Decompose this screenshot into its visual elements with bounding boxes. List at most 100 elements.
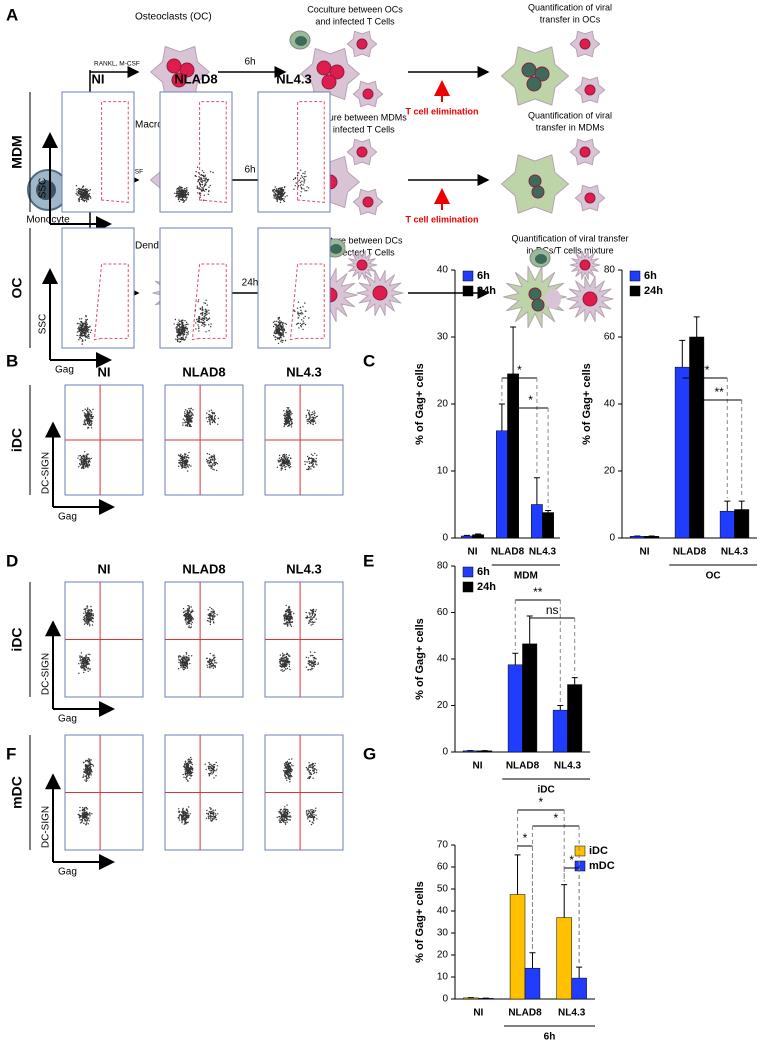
event-dot <box>216 470 217 471</box>
event-dot <box>199 316 200 317</box>
event-dot <box>189 606 190 607</box>
event-dot <box>314 417 315 418</box>
event-dot <box>79 335 80 336</box>
event-dot <box>86 814 87 815</box>
event-dot <box>197 188 198 189</box>
event-dot <box>78 663 79 664</box>
event-dot <box>78 190 79 191</box>
event-dot <box>84 624 85 625</box>
event-dot <box>184 460 185 461</box>
event-dot <box>188 765 189 766</box>
event-dot <box>303 317 304 318</box>
event-dot <box>190 426 191 427</box>
event-dot <box>284 657 285 658</box>
event-dot <box>287 809 288 810</box>
nucleus <box>522 63 536 77</box>
event-dot <box>284 413 285 414</box>
event-dot <box>307 423 308 424</box>
bar <box>461 536 472 538</box>
event-dot <box>203 180 204 181</box>
event-dot <box>186 334 187 335</box>
axis-label: Gag <box>55 365 74 376</box>
event-dot <box>179 190 180 191</box>
quantification-text: transfer in MDMs <box>536 122 605 132</box>
event-dot <box>81 326 82 327</box>
event-dot <box>208 762 209 763</box>
event-dot <box>79 337 80 338</box>
event-dot <box>213 668 214 669</box>
nucleus <box>529 175 541 187</box>
event-dot <box>292 622 293 623</box>
event-dot <box>306 667 307 668</box>
event-dot <box>306 612 307 613</box>
event-dot <box>312 765 313 766</box>
event-dot <box>186 778 187 779</box>
event-dot <box>82 458 83 459</box>
significance: * <box>517 363 522 377</box>
event-dot <box>285 196 286 197</box>
legend-label: iDC <box>589 845 608 857</box>
event-dot <box>275 333 276 334</box>
x-tick-label: NLAD8 <box>506 761 540 772</box>
event-dot <box>215 770 216 771</box>
event-dot <box>198 172 199 173</box>
event-dot <box>78 192 79 193</box>
event-dot <box>79 463 80 464</box>
event-dot <box>211 455 212 456</box>
event-dot <box>82 323 83 324</box>
event-dot <box>213 612 214 613</box>
event-dot <box>180 199 181 200</box>
event-dot <box>177 190 178 191</box>
event-dot <box>313 661 314 662</box>
event-dot <box>284 654 285 655</box>
event-dot <box>179 321 180 322</box>
event-dot <box>87 192 88 193</box>
event-dot <box>184 764 185 765</box>
x-tick-label: NLAD8 <box>491 547 525 558</box>
event-dot <box>188 660 189 661</box>
event-dot <box>288 413 289 414</box>
event-dot <box>183 777 184 778</box>
event-dot <box>87 324 88 325</box>
event-dot <box>305 176 306 177</box>
event-dot <box>285 824 286 825</box>
event-dot <box>286 656 287 657</box>
legend-swatch <box>575 846 585 856</box>
event-dot <box>286 605 287 606</box>
event-dot <box>84 422 85 423</box>
event-dot <box>278 343 279 344</box>
event-dot <box>86 331 87 332</box>
event-dot <box>286 666 287 667</box>
event-dot <box>313 421 314 422</box>
event-dot <box>207 662 208 663</box>
event-dot <box>214 469 215 470</box>
event-dot <box>188 775 189 776</box>
event-dot <box>203 320 204 321</box>
event-dot <box>198 180 199 181</box>
event-dot <box>286 456 287 457</box>
event-dot <box>285 772 286 773</box>
event-dot <box>280 658 281 659</box>
event-dot <box>207 453 208 454</box>
event-dot <box>211 465 212 466</box>
event-dot <box>90 332 91 333</box>
event-dot <box>204 190 205 191</box>
event-dot <box>308 187 309 188</box>
event-dot <box>81 327 82 328</box>
x-axis-label: MDM <box>514 571 538 582</box>
event-dot <box>188 763 189 764</box>
event-dot <box>85 781 86 782</box>
event-dot <box>186 197 187 198</box>
event-dot <box>83 424 84 425</box>
event-dot <box>283 415 284 416</box>
event-dot <box>82 816 83 817</box>
event-dot <box>82 658 83 659</box>
event-dot <box>182 664 183 665</box>
event-dot <box>308 458 309 459</box>
t-cell-nucleus <box>295 36 307 46</box>
event-dot <box>277 467 278 468</box>
event-dot <box>281 822 282 823</box>
event-dot <box>285 820 286 821</box>
event-dot <box>310 468 311 469</box>
event-dot <box>85 315 86 316</box>
